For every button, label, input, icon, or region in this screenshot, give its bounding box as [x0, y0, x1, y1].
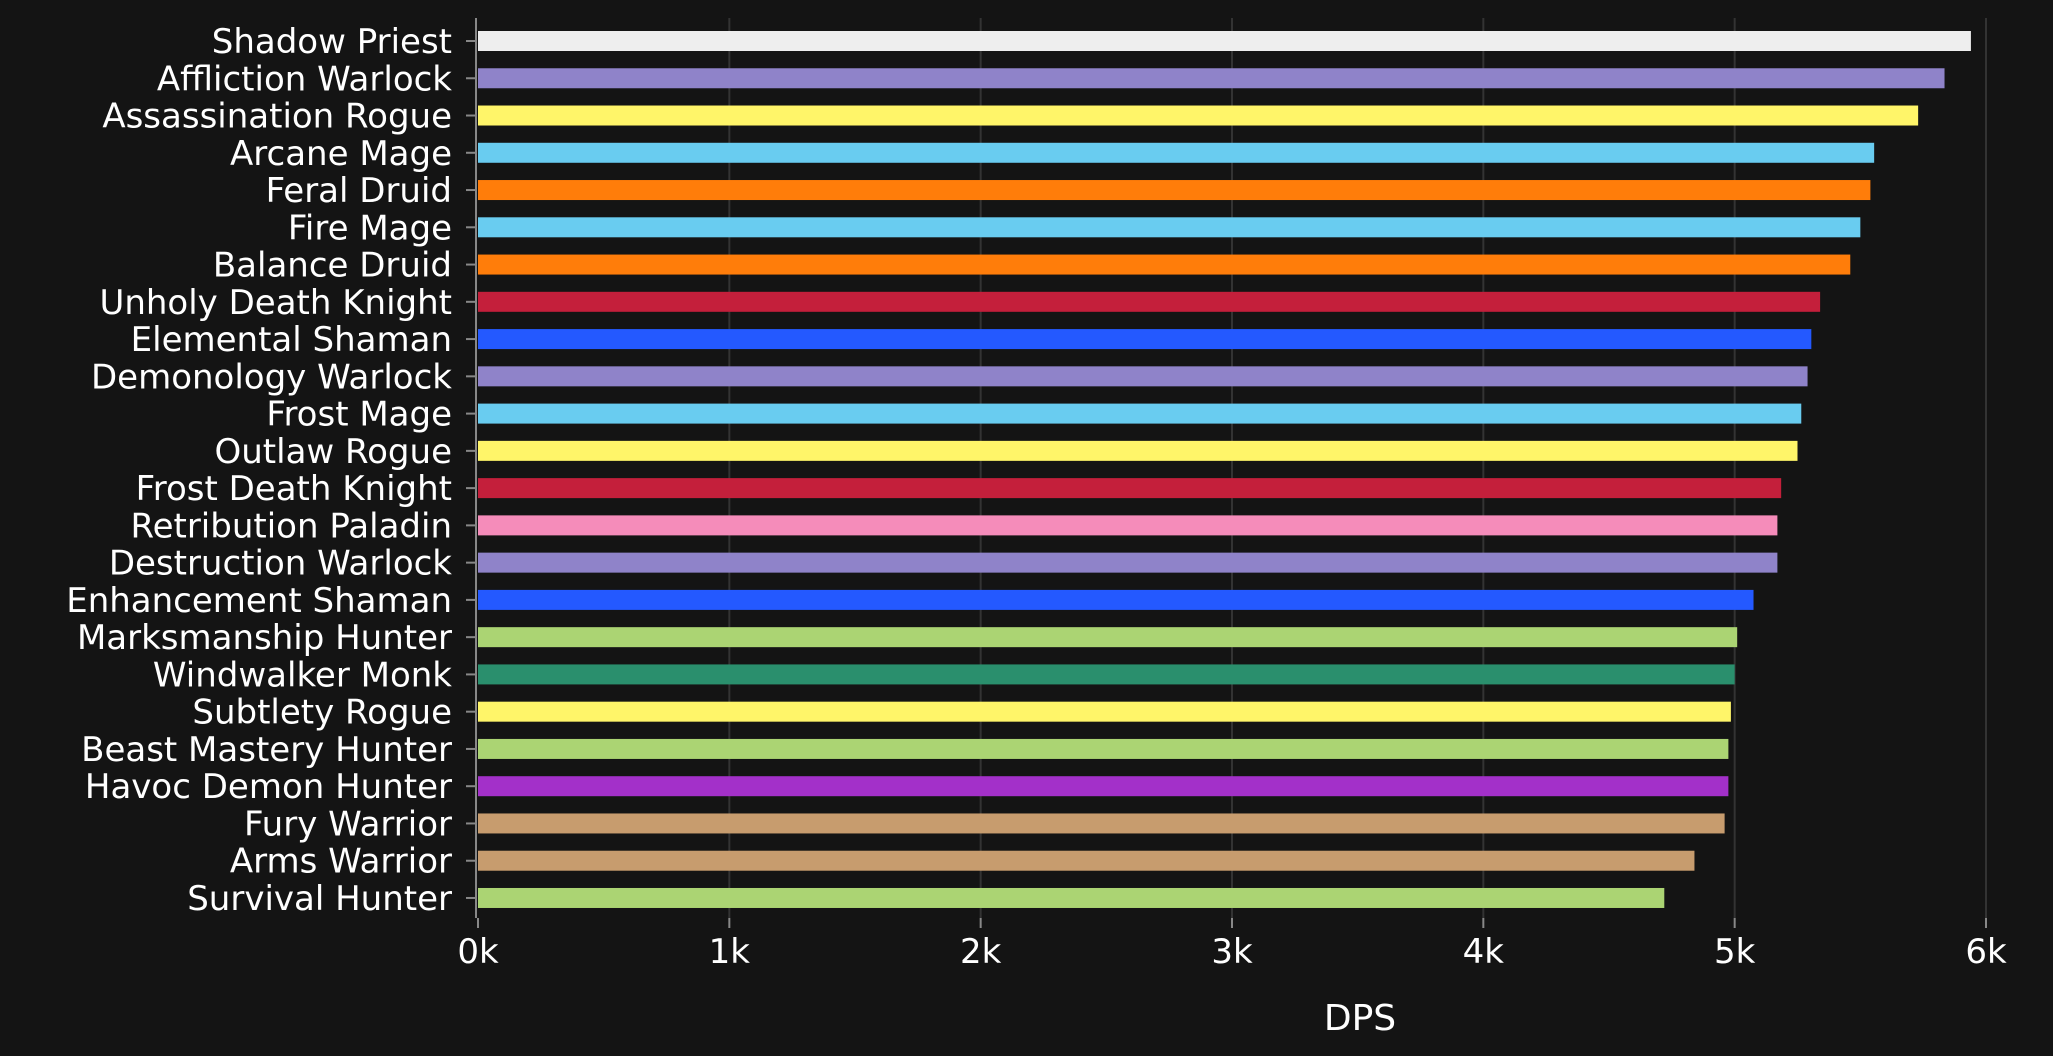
- category-label-enhancement-shaman: Enhancement Shaman: [66, 581, 452, 621]
- bar-balance-druid: [478, 254, 1851, 275]
- x-tick-label-4k: 4k: [1463, 932, 1505, 972]
- category-label-shadow-priest: Shadow Priest: [212, 22, 452, 62]
- bar-unholy-death-knight: [478, 291, 1821, 312]
- category-label-outlaw-rogue: Outlaw Rogue: [215, 432, 453, 472]
- bar-subtlety-rogue: [478, 701, 1731, 722]
- category-label-windwalker-monk: Windwalker Monk: [153, 655, 452, 695]
- bar-marksmanship-hunter: [478, 627, 1738, 648]
- category-label-feral-druid: Feral Druid: [266, 171, 452, 211]
- bar-shadow-priest: [478, 31, 1971, 51]
- bar-destruction-warlock: [478, 552, 1778, 573]
- bar-beast-mastery-hunter: [478, 738, 1729, 759]
- category-label-subtlety-rogue: Subtlety Rogue: [192, 693, 452, 733]
- bar-enhancement-shaman: [478, 589, 1754, 610]
- category-label-destruction-warlock: Destruction Warlock: [109, 544, 452, 584]
- x-tick-label-5k: 5k: [1714, 932, 1756, 972]
- category-label-frost-mage: Frost Mage: [266, 395, 452, 435]
- category-label-balance-druid: Balance Druid: [213, 246, 452, 286]
- category-label-affliction-warlock: Affliction Warlock: [157, 59, 452, 99]
- x-tick-label-3k: 3k: [1211, 932, 1253, 972]
- category-label-havoc-demon-hunter: Havoc Demon Hunter: [85, 767, 452, 807]
- category-label-arms-warrior: Arms Warrior: [230, 842, 452, 882]
- category-label-marksmanship-hunter: Marksmanship Hunter: [77, 618, 452, 658]
- bar-havoc-demon-hunter: [478, 776, 1729, 797]
- bar-retribution-paladin: [478, 515, 1778, 536]
- bar-outlaw-rogue: [478, 440, 1798, 461]
- category-label-fury-warrior: Fury Warrior: [244, 804, 452, 844]
- x-tick-labels: 0k 1k 2k 3k 4k 5k 6k: [457, 932, 2007, 972]
- bar-arcane-mage: [478, 142, 1875, 163]
- bar-fury-warrior: [478, 813, 1725, 834]
- x-tick-label-1k: 1k: [709, 932, 751, 972]
- category-label-assassination-rogue: Assassination Rogue: [102, 97, 452, 137]
- category-label-fire-mage: Fire Mage: [288, 208, 452, 248]
- bar-frost-death-knight: [478, 478, 1782, 499]
- bar-affliction-warlock: [478, 68, 1945, 89]
- x-tick-label-0k: 0k: [457, 932, 499, 972]
- category-label-retribution-paladin: Retribution Paladin: [130, 506, 452, 546]
- category-label-demonology-warlock: Demonology Warlock: [91, 357, 452, 397]
- bar-feral-druid: [478, 180, 1871, 201]
- bar-demonology-warlock: [478, 366, 1808, 387]
- bar-arms-warrior: [478, 850, 1695, 871]
- bars-group: [478, 31, 1971, 908]
- axes-group: [466, 18, 1987, 928]
- category-label-unholy-death-knight: Unholy Death Knight: [99, 283, 452, 323]
- bar-survival-hunter: [478, 887, 1665, 908]
- category-label-survival-hunter: Survival Hunter: [187, 879, 452, 919]
- x-axis-title: DPS: [1324, 998, 1396, 1039]
- category-label-arcane-mage: Arcane Mage: [230, 134, 452, 174]
- x-tick-label-2k: 2k: [960, 932, 1002, 972]
- x-tick-label-6k: 6k: [1965, 932, 2007, 972]
- bar-elemental-shaman: [478, 329, 1812, 350]
- category-label-beast-mastery-hunter: Beast Mastery Hunter: [81, 730, 452, 770]
- bar-frost-mage: [478, 403, 1802, 424]
- category-label-elemental-shaman: Elemental Shaman: [131, 320, 452, 360]
- bar-fire-mage: [478, 217, 1861, 238]
- bar-windwalker-monk: [478, 664, 1735, 685]
- category-label-frost-death-knight: Frost Death Knight: [136, 469, 452, 509]
- bar-assassination-rogue: [478, 105, 1919, 126]
- grid-lines: [728, 18, 1987, 918]
